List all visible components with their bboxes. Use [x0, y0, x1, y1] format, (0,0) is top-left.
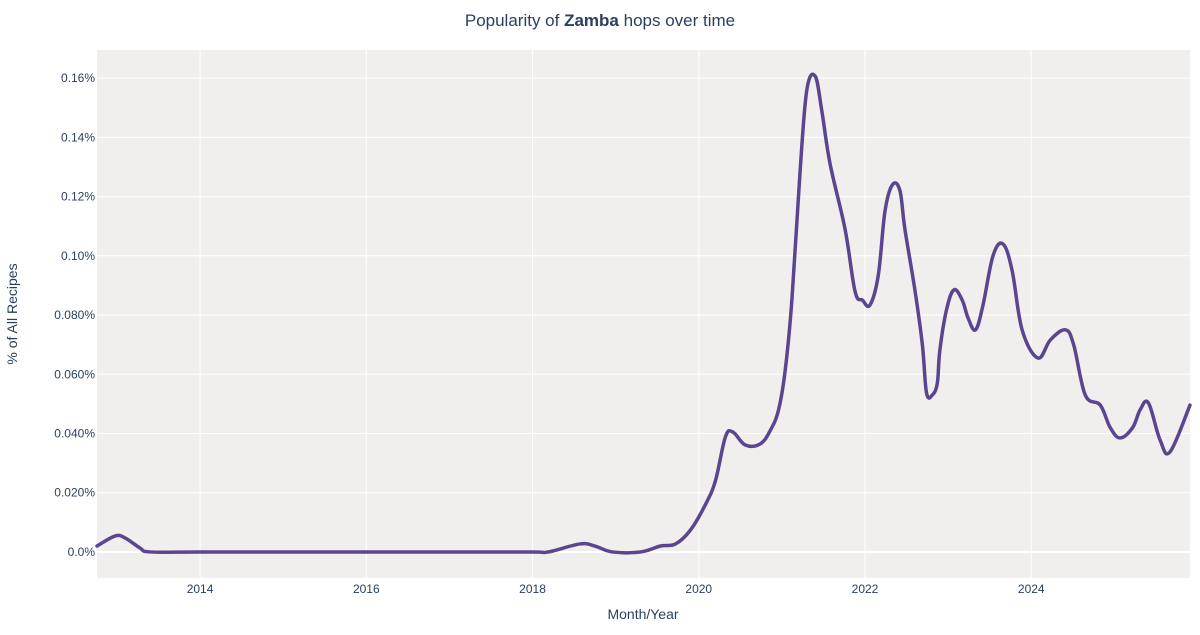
- x-axis-ticks: 2014 2016 2018 2020 2022 2024: [187, 582, 1045, 596]
- x-tick-label: 2014: [187, 582, 214, 596]
- y-tick-label: 0.16%: [61, 71, 95, 85]
- y-tick-label: 0.020%: [54, 486, 95, 500]
- grid-lines: [97, 50, 1190, 578]
- x-tick-label: 2020: [685, 582, 712, 596]
- series-line: [95, 72, 1192, 555]
- y-tick-label: 0.040%: [54, 426, 95, 440]
- x-tick-label: 2022: [852, 582, 879, 596]
- y-tick-label: 0.14%: [61, 130, 95, 144]
- x-tick-label: 2016: [353, 582, 380, 596]
- chart-title: Popularity of Zamba hops over time: [465, 11, 735, 30]
- y-tick-label: 0.080%: [54, 308, 95, 322]
- y-tick-label: 0.060%: [54, 367, 95, 381]
- plot-area: [97, 50, 1190, 578]
- x-tick-label: 2018: [519, 582, 546, 596]
- x-tick-label: 2024: [1018, 582, 1045, 596]
- y-tick-label: 0.10%: [61, 249, 95, 263]
- y-axis-label: % of All Recipes: [4, 263, 20, 364]
- y-axis-ticks: 0.0% 0.020% 0.040% 0.060% 0.080% 0.10% 0.12% 0.…: [54, 71, 95, 559]
- y-tick-label: 0.12%: [61, 190, 95, 204]
- y-tick-label: 0.0%: [68, 545, 96, 559]
- x-axis-label: Month/Year: [607, 606, 678, 622]
